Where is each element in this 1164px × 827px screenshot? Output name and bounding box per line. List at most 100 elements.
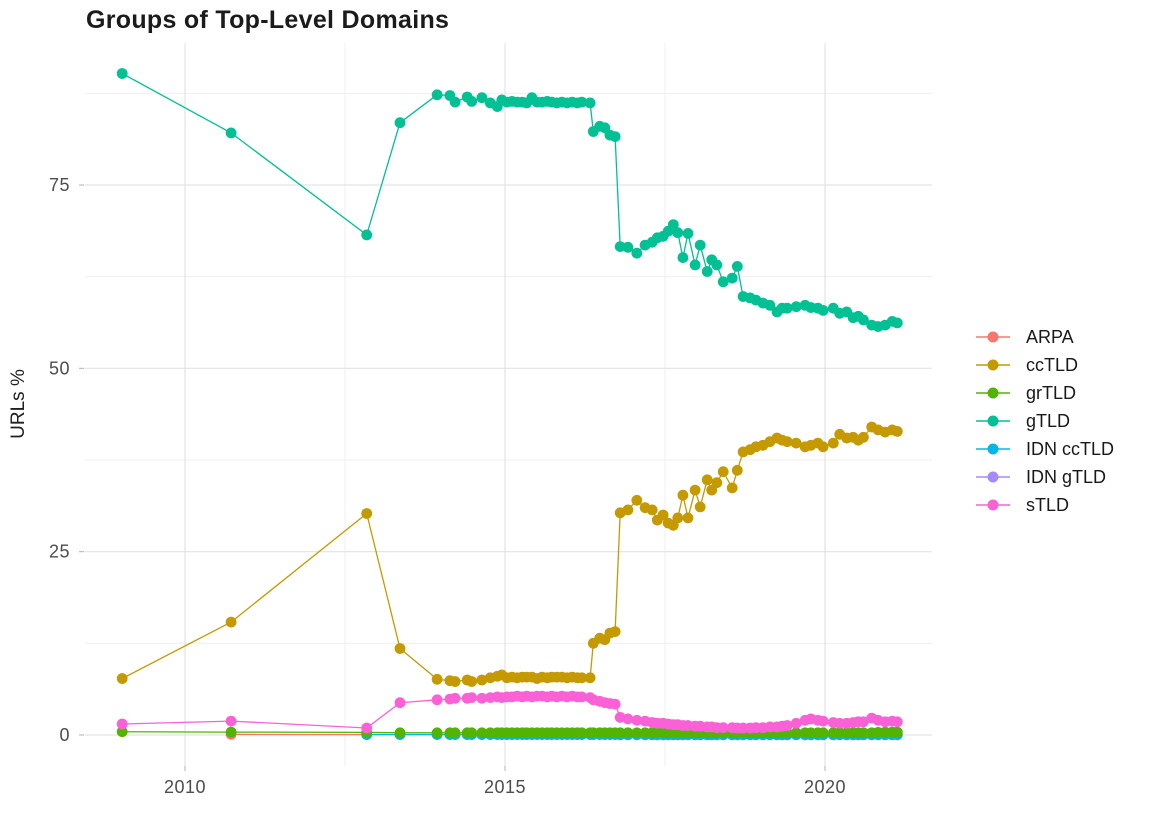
- data-point-cctld: [694, 501, 706, 513]
- data-point-gtld: [790, 301, 802, 313]
- data-point-grtld: [614, 727, 626, 739]
- data-point-stld: [431, 694, 443, 706]
- data-point-grtld: [891, 726, 903, 738]
- legend-item-grtld: grTLD: [976, 379, 1114, 407]
- data-point-cctld: [225, 616, 237, 628]
- data-point-cctld: [631, 494, 643, 506]
- data-point-gtld: [361, 229, 373, 241]
- axes: 0 25 50 75 2010 2015 2020: [49, 175, 846, 797]
- data-point-cctld: [711, 477, 723, 489]
- data-point-gtld: [711, 259, 723, 271]
- data-point-gtld: [858, 314, 869, 326]
- data-point-cctld: [672, 512, 684, 524]
- legend-label: grTLD: [1026, 382, 1077, 403]
- legend-label: IDN gTLD: [1026, 466, 1107, 487]
- y-tick-label: 75: [49, 175, 70, 195]
- y-tick-label: 0: [59, 725, 70, 745]
- data-point-grtld: [431, 727, 443, 739]
- data-point-cctld: [827, 437, 839, 449]
- data-point-cctld: [576, 672, 588, 684]
- legend-key-icon: [976, 499, 1010, 511]
- legend-label: ccTLD: [1026, 354, 1079, 375]
- data-point-gtld: [584, 97, 596, 109]
- data-point-gtld: [225, 127, 237, 139]
- legend-item-arpa: ARPA: [976, 323, 1114, 351]
- legend-key-icon: [976, 443, 1010, 455]
- x-tick-label: 2010: [164, 777, 206, 797]
- data-point-gtld: [677, 252, 689, 263]
- data-point-grtld: [394, 727, 406, 739]
- x-tick-label: 2020: [804, 777, 846, 797]
- series-arpa: [225, 728, 373, 740]
- data-point-stld: [116, 718, 128, 730]
- data-point-gtld: [764, 299, 776, 311]
- data-point-stld: [394, 697, 406, 709]
- data-point-grtld: [476, 727, 488, 739]
- series-cctld: [116, 421, 903, 687]
- data-point-cctld: [394, 643, 406, 654]
- data-point-cctld: [682, 512, 694, 524]
- data-point-cctld: [701, 474, 713, 486]
- data-point-cctld: [657, 509, 669, 521]
- data-point-cctld: [646, 504, 658, 516]
- gridlines: [85, 43, 932, 766]
- data-point-gtld: [672, 227, 684, 239]
- data-point-gtld: [466, 96, 478, 107]
- data-point-gtld: [781, 302, 793, 314]
- data-point-cctld: [717, 466, 729, 478]
- data-point-cctld: [476, 674, 488, 686]
- data-point-cctld: [790, 437, 802, 449]
- data-point-gtld: [622, 241, 634, 253]
- legend-item-idn-cctld: IDN ccTLD: [976, 435, 1114, 463]
- data-point-gtld: [817, 305, 829, 316]
- data-point-cctld: [677, 489, 689, 501]
- data-point-stld: [576, 691, 588, 703]
- data-point-stld: [476, 692, 488, 704]
- data-point-cctld: [584, 672, 596, 684]
- data-point-cctld: [726, 482, 738, 494]
- data-point-gtld: [431, 89, 443, 101]
- data-point-cctld: [731, 464, 743, 476]
- series-stld: [116, 690, 903, 734]
- data-point-stld: [225, 715, 237, 727]
- data-point-stld: [858, 716, 869, 728]
- data-point-gtld: [476, 92, 488, 104]
- data-point-gtld: [717, 276, 729, 288]
- series-gtld: [116, 68, 903, 332]
- series-line-gtld: [121, 72, 898, 328]
- data-point-grtld: [466, 727, 478, 739]
- data-point-stld: [817, 715, 829, 727]
- data-point-stld: [790, 717, 802, 729]
- data-point-cctld: [622, 504, 634, 516]
- data-point-gtld: [449, 96, 461, 108]
- data-point-cctld: [689, 484, 701, 496]
- legend-label: IDN ccTLD: [1026, 438, 1115, 459]
- data-point-stld: [781, 720, 793, 731]
- data-point-grtld: [576, 727, 588, 739]
- data-point-gtld: [731, 261, 743, 272]
- data-point-gtld: [694, 239, 706, 251]
- data-point-stld: [631, 714, 643, 726]
- data-point-stld: [609, 698, 621, 710]
- data-point-gtld: [631, 247, 643, 259]
- legend-key-icon: [976, 471, 1010, 483]
- data-point-grtld: [631, 727, 643, 739]
- legend-key-icon: [976, 387, 1010, 399]
- legend-label: ARPA: [1026, 326, 1074, 347]
- data-point-gtld: [701, 266, 713, 277]
- chart-title: Groups of Top-Level Domains: [86, 6, 450, 34]
- data-point-stld: [361, 722, 373, 734]
- data-point-grtld: [858, 727, 869, 739]
- data-point-cctld: [116, 673, 128, 684]
- y-tick-label: 50: [49, 358, 70, 378]
- data-point-grtld: [116, 726, 128, 738]
- data-point-cctld: [449, 676, 461, 687]
- data-point-stld: [717, 722, 729, 734]
- legend-item-idn-gtld: IDN gTLD: [976, 463, 1114, 491]
- legend-label: gTLD: [1026, 410, 1071, 431]
- legend-key-icon: [976, 331, 1010, 343]
- data-point-cctld: [609, 626, 621, 637]
- data-point-gtld: [726, 272, 738, 284]
- data-point-gtld: [891, 317, 903, 329]
